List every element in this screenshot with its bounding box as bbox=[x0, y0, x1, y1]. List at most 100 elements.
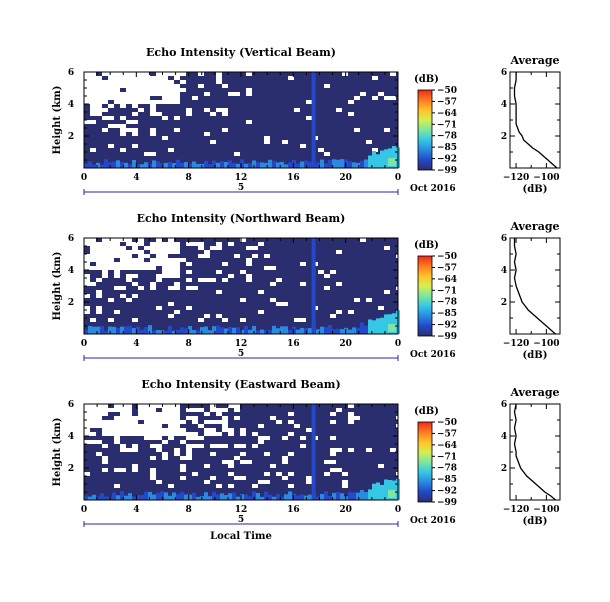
no-data-cell bbox=[138, 96, 144, 100]
average-y-tick-label: 4 bbox=[501, 432, 507, 442]
no-data-cell bbox=[216, 80, 222, 84]
no-data-cell bbox=[198, 84, 204, 88]
no-data-cell bbox=[132, 246, 138, 250]
no-data-cell bbox=[156, 246, 162, 250]
no-data-cell bbox=[258, 480, 264, 484]
echo-cell bbox=[152, 160, 156, 168]
average-y-tick-label: 6 bbox=[501, 400, 507, 410]
echo-cell bbox=[388, 324, 396, 332]
no-data-cell bbox=[150, 412, 156, 416]
no-data-cell bbox=[288, 420, 294, 424]
no-data-cell bbox=[132, 448, 138, 452]
colorbar-tick-label: −99 bbox=[437, 498, 457, 508]
no-data-cell bbox=[96, 96, 102, 100]
no-data-cell bbox=[108, 88, 114, 92]
no-data-cell bbox=[108, 104, 114, 108]
no-data-cell bbox=[90, 92, 96, 96]
no-data-cell bbox=[288, 76, 294, 80]
no-data-cell bbox=[96, 104, 102, 108]
no-data-cell bbox=[168, 408, 174, 412]
no-data-cell bbox=[102, 88, 108, 92]
echo-cell bbox=[360, 490, 364, 500]
no-data-cell bbox=[372, 96, 378, 100]
no-data-cell bbox=[246, 274, 252, 278]
echo-cell bbox=[112, 492, 116, 500]
no-data-cell bbox=[144, 436, 150, 440]
average-title: Average bbox=[509, 220, 559, 233]
no-data-cell bbox=[228, 428, 234, 432]
no-data-cell bbox=[126, 420, 132, 424]
echo-cell bbox=[168, 325, 172, 334]
y-axis-label: Height (km) bbox=[52, 86, 63, 155]
no-data-cell bbox=[90, 88, 96, 92]
echo-cell bbox=[308, 161, 312, 168]
average-line bbox=[513, 72, 558, 169]
no-data-cell bbox=[168, 96, 174, 100]
no-data-cell bbox=[282, 140, 288, 144]
no-data-cell bbox=[210, 476, 216, 480]
no-data-cell bbox=[186, 108, 192, 112]
no-data-cell bbox=[108, 76, 114, 80]
no-data-cell bbox=[90, 76, 96, 80]
no-data-cell bbox=[156, 424, 162, 428]
no-data-cell bbox=[246, 88, 252, 92]
no-data-cell bbox=[162, 428, 168, 432]
no-data-cell bbox=[138, 72, 144, 76]
no-data-cell bbox=[102, 108, 108, 112]
echo-cell bbox=[356, 492, 360, 500]
no-data-cell bbox=[132, 92, 138, 96]
no-data-cell bbox=[210, 246, 216, 250]
no-data-cell bbox=[162, 254, 168, 258]
no-data-cell bbox=[198, 242, 204, 246]
no-data-cell bbox=[120, 132, 126, 136]
no-data-cell bbox=[132, 468, 138, 472]
no-data-cell bbox=[138, 258, 144, 262]
no-data-cell bbox=[222, 428, 228, 432]
no-data-cell bbox=[270, 416, 276, 420]
no-data-cell bbox=[108, 262, 114, 266]
echo-cell bbox=[268, 330, 272, 334]
no-data-cell bbox=[162, 404, 168, 408]
no-data-cell bbox=[198, 436, 204, 440]
echo-cell bbox=[136, 494, 140, 500]
no-data-cell bbox=[234, 254, 240, 258]
echo-cell bbox=[284, 326, 288, 334]
echo-cell bbox=[184, 162, 188, 168]
no-data-cell bbox=[210, 140, 216, 144]
x-axis-label: Local Time bbox=[210, 531, 272, 542]
no-data-cell bbox=[354, 298, 360, 302]
no-data-cell bbox=[264, 436, 270, 440]
panel-3: Echo Intensity (Eastward Beam) 0 4 8 12 16 20 0… bbox=[52, 378, 561, 542]
no-data-cell bbox=[174, 88, 180, 92]
no-data-cell bbox=[144, 100, 150, 104]
date-suffix: Oct 2016 bbox=[410, 350, 456, 360]
no-data-cell bbox=[324, 460, 330, 464]
no-data-cell bbox=[138, 262, 144, 266]
no-data-cell bbox=[108, 432, 114, 436]
no-data-cell bbox=[348, 420, 354, 424]
no-data-cell bbox=[348, 100, 354, 104]
no-data-cell bbox=[120, 128, 126, 132]
no-data-cell bbox=[138, 416, 144, 420]
no-data-cell bbox=[174, 116, 180, 120]
no-data-cell bbox=[150, 444, 156, 448]
no-data-cell bbox=[90, 80, 96, 84]
no-data-cell bbox=[90, 318, 96, 322]
colorbar bbox=[417, 89, 433, 171]
no-data-cell bbox=[90, 404, 96, 408]
no-data-cell bbox=[174, 416, 180, 420]
no-data-cell bbox=[126, 266, 132, 270]
average-frame bbox=[509, 403, 561, 501]
panel-1: Echo Intensity (Vertical Beam) 0 4 8 12 16 20 0… bbox=[52, 46, 561, 195]
no-data-cell bbox=[222, 108, 228, 112]
no-data-cell bbox=[114, 88, 120, 92]
no-data-cell bbox=[120, 148, 126, 152]
echo-cell bbox=[164, 492, 168, 500]
x-tick-label: 0 bbox=[395, 339, 401, 349]
echo-cell bbox=[240, 494, 244, 500]
no-data-cell bbox=[114, 440, 120, 444]
no-data-cell bbox=[246, 460, 252, 464]
average-title: Average bbox=[509, 54, 559, 67]
echo-cell bbox=[220, 493, 224, 500]
no-data-cell bbox=[84, 96, 90, 100]
